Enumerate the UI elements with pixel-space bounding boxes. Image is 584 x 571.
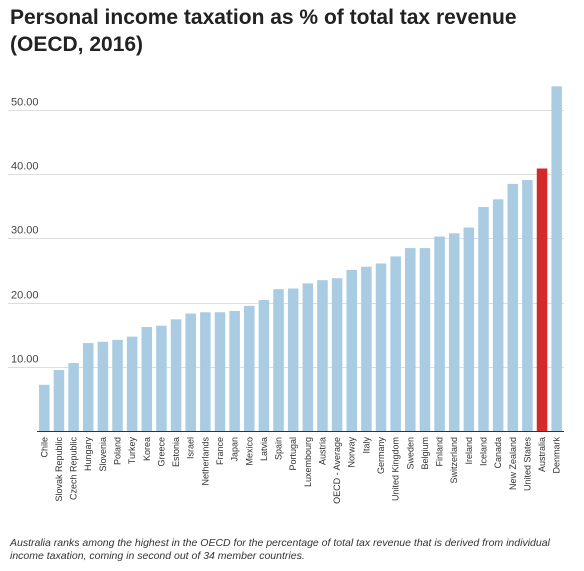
bar-czech-republic <box>68 362 79 431</box>
bar-ireland <box>463 227 475 431</box>
x-tick-label: Czech Republic <box>69 437 79 501</box>
y-axis-tick-labels: 10.00 20.00 30.00 40.00 50.00 <box>11 97 39 366</box>
bar-denmark <box>551 86 562 431</box>
bar-chile <box>39 384 50 431</box>
x-tick-label: Hungary <box>83 437 93 472</box>
bar-finland <box>434 236 445 431</box>
x-tick-label: Denmark <box>552 437 562 474</box>
bar-sweden <box>405 248 416 431</box>
bar-belgium <box>419 248 431 431</box>
x-tick-label: Israel <box>186 437 196 459</box>
bar-germany <box>375 263 387 431</box>
bar-latvia <box>258 300 270 431</box>
bar-norway <box>346 269 358 431</box>
bar-estonia <box>170 319 182 431</box>
x-tick-label: Japan <box>230 437 240 462</box>
x-tick-label: Portugal <box>288 437 298 471</box>
x-tick-label: Iceland <box>478 437 488 466</box>
bar-iceland <box>478 207 489 431</box>
y-tick-label: 10.00 <box>11 354 39 366</box>
bar-slovak-republic <box>53 370 65 431</box>
x-tick-label: Korea <box>142 437 152 461</box>
x-tick-label: Italy <box>361 437 371 454</box>
x-tick-label: OECD - Average <box>332 437 342 504</box>
y-tick-label: 30.00 <box>11 225 39 237</box>
x-tick-label: Switzerland <box>449 437 459 484</box>
bar-new-zealand <box>507 183 519 431</box>
chart-caption: Australia ranks among the highest in the… <box>10 537 550 562</box>
bar-luxembourg <box>302 283 314 431</box>
bar-austria <box>317 280 328 431</box>
x-tick-label: Luxembourg <box>303 437 313 487</box>
x-tick-label: Norway <box>347 437 357 468</box>
bar-oecd-average <box>331 278 343 431</box>
bar-australia <box>536 168 548 431</box>
bar-italy <box>361 266 372 431</box>
x-tick-label: Germany <box>376 437 386 475</box>
bar-poland <box>112 339 123 431</box>
x-tick-label: Chile <box>39 437 49 458</box>
chart-title: Personal income taxation as % of total t… <box>10 6 517 56</box>
x-tick-label: Estonia <box>171 437 181 467</box>
x-tick-label: New Zealand <box>508 437 518 490</box>
x-tick-label: Netherlands <box>200 437 210 486</box>
bar-slovenia <box>97 341 109 431</box>
bar-spain <box>273 289 284 431</box>
x-tick-label: Canada <box>493 437 503 469</box>
x-tick-label: Latvia <box>259 437 269 461</box>
x-tick-label: Turkey <box>127 437 137 465</box>
bar-turkey <box>126 336 138 431</box>
x-tick-label: Austria <box>317 437 327 465</box>
x-tick-label: United Kingdom <box>391 437 401 501</box>
x-tick-label: Greece <box>156 437 166 467</box>
bar-switzerland <box>448 233 460 431</box>
bar-israel <box>185 313 196 431</box>
bar-portugal <box>287 288 299 431</box>
x-tick-label: Slovenia <box>98 437 108 472</box>
bar-mexico <box>243 305 255 431</box>
bar-netherlands <box>200 312 211 431</box>
bar-france <box>214 312 226 431</box>
x-tick-label: France <box>215 437 225 465</box>
x-tick-label: Mexico <box>244 437 254 466</box>
x-tick-label: Spain <box>274 437 284 460</box>
bar-united-kingdom <box>390 256 401 431</box>
y-tick-label: 40.00 <box>11 161 39 173</box>
bars <box>39 86 562 431</box>
x-tick-label: Ireland <box>464 437 474 465</box>
x-tick-label: Belgium <box>420 437 430 470</box>
x-tick-label: United States <box>522 437 532 492</box>
bar-japan <box>229 310 240 431</box>
x-tick-label: Poland <box>113 437 123 465</box>
x-tick-label: Australia <box>537 437 547 472</box>
x-tick-label: Finland <box>435 437 445 467</box>
x-tick-label: Slovak Republic <box>54 437 64 502</box>
x-tick-label: Sweden <box>405 437 415 470</box>
bar-korea <box>141 327 153 431</box>
y-tick-label: 20.00 <box>11 290 39 302</box>
bar-united-states <box>522 180 533 431</box>
bar-greece <box>156 325 167 431</box>
y-tick-label: 50.00 <box>11 97 39 109</box>
bar-hungary <box>82 343 94 431</box>
bar-canada <box>492 199 504 431</box>
x-axis-tick-labels: Chile Slovak Republic Czech Republic Hungar… <box>39 437 561 504</box>
